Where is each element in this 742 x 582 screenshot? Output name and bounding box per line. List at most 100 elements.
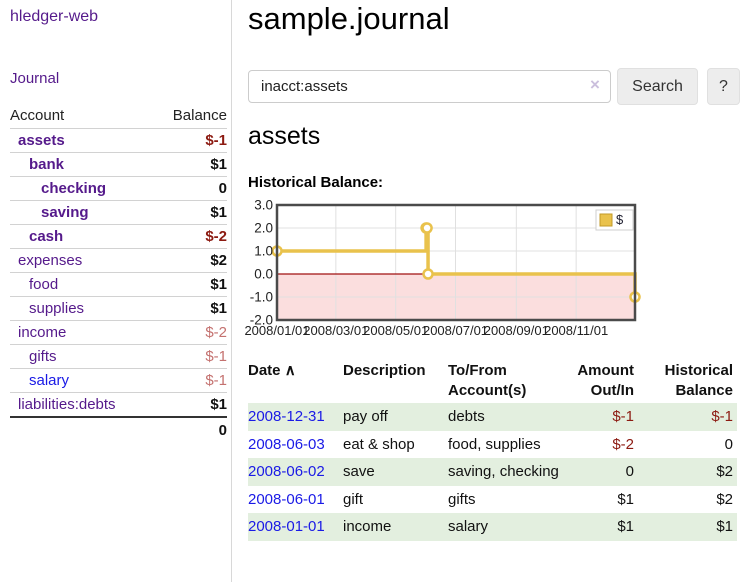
x-tick-label: 2008/01/01 (244, 323, 309, 338)
account-balance: $-2 (153, 320, 227, 345)
register-header-date[interactable]: Date ∧ (248, 362, 296, 379)
transaction-date-link[interactable]: 2008-12-31 (248, 408, 325, 425)
transaction-description: pay off (343, 408, 388, 425)
transaction-accounts: salary (448, 518, 489, 535)
transaction-balance: $2 (716, 490, 733, 508)
y-tick-label: 3.0 (254, 198, 273, 213)
account-balance: $-1 (153, 128, 227, 153)
account-row: checking 0 (10, 176, 227, 201)
x-tick-label: 2008/07/01 (423, 323, 488, 338)
account-balance: $-1 (153, 368, 227, 393)
transaction-row: 2008-06-03 eat & shop food, supplies $-2… (248, 431, 737, 459)
register-table: Date ∧ Description To/From Account(s) Am… (248, 358, 737, 541)
account-balance: $1 (153, 392, 227, 417)
accounts-header-balance: Balance (172, 107, 227, 124)
transaction-amount: $-1 (612, 408, 634, 425)
accounts-table-header: Account Balance (10, 105, 227, 129)
accounts-header-account: Account (10, 107, 65, 124)
y-tick-label: 1.0 (254, 244, 273, 259)
account-row: income $-2 (10, 320, 227, 345)
y-tick-label: -1.0 (250, 290, 273, 305)
account-link[interactable]: liabilities:debts (18, 396, 116, 413)
register-header-balance: Historical Balance (664, 362, 733, 399)
account-link[interactable]: income (18, 324, 67, 341)
transaction-description: save (343, 463, 375, 480)
transaction-description: eat & shop (343, 435, 415, 453)
sidebar: hledger-web Journal Account Balance asse… (0, 0, 232, 582)
y-tick-label: 2.0 (254, 221, 273, 236)
clear-search-icon[interactable]: × (590, 75, 600, 94)
account-balance: 0 (153, 176, 227, 201)
account-row: cash $-2 (10, 224, 227, 249)
account-row: expenses $2 (10, 248, 227, 273)
help-button[interactable]: ? (707, 68, 740, 105)
account-heading: assets (248, 122, 321, 150)
register-header-accounts: To/From Account(s) (448, 362, 527, 399)
account-link[interactable]: assets (18, 132, 65, 149)
account-balance: $1 (153, 296, 227, 321)
transaction-accounts: saving, checking (448, 463, 559, 480)
legend-label: $ (616, 212, 624, 227)
transaction-balance: 0 (724, 435, 733, 453)
transaction-amount: $1 (617, 490, 634, 508)
transaction-date-link[interactable]: 2008-06-03 (248, 435, 325, 453)
account-balance: $1 (153, 272, 227, 297)
transaction-date-link[interactable]: 2008-06-02 (248, 463, 325, 480)
x-tick-label: 2008/11/01 (544, 323, 608, 338)
account-row: food $1 (10, 272, 227, 297)
account-row: liabilities:debts $1 (10, 392, 227, 417)
transaction-balance: $-1 (711, 408, 733, 425)
account-balance: $2 (153, 248, 227, 273)
account-balance: $-2 (153, 224, 227, 249)
account-link[interactable]: cash (29, 228, 64, 245)
sidebar-item-journal[interactable]: Journal (10, 70, 60, 87)
transaction-date-link[interactable]: 2008-06-01 (248, 490, 325, 508)
transaction-description: income (343, 518, 392, 535)
account-row: gifts $-1 (10, 344, 227, 369)
data-point-marker (421, 222, 433, 234)
account-link[interactable]: salary (29, 372, 70, 389)
account-link[interactable]: gifts (29, 348, 57, 365)
accounts-table: Account Balance assets $-1 bank $1 check… (10, 105, 227, 443)
accounts-total-row: 0 (10, 416, 227, 443)
transaction-description: gift (343, 490, 364, 508)
transaction-row: 2008-06-02 save saving, checking 0 $2 (248, 458, 737, 486)
transaction-amount: $-2 (612, 435, 634, 453)
account-link[interactable]: bank (29, 156, 65, 173)
transaction-balance: $1 (716, 518, 733, 535)
account-row: saving $1 (10, 200, 227, 225)
account-link[interactable]: expenses (18, 252, 83, 269)
register-header-amount: Amount Out/In (577, 362, 634, 399)
chart-title: Historical Balance: (248, 174, 384, 191)
sort-ascending-icon: ∧ (284, 362, 296, 379)
app-brand-link[interactable]: hledger-web (10, 8, 99, 25)
search-input[interactable] (248, 70, 611, 103)
transaction-row: 2008-06-01 gift gifts $1 $2 (248, 486, 737, 514)
account-row: salary $-1 (10, 368, 227, 393)
transaction-amount: 0 (625, 463, 634, 480)
y-tick-label: -2.0 (250, 313, 273, 328)
x-tick-label: 2008/09/01 (484, 323, 549, 338)
transaction-row: 2008-01-01 income salary $1 $1 (248, 513, 737, 541)
plot-border (275, 203, 637, 322)
legend-swatch (599, 213, 613, 227)
account-row: bank $1 (10, 152, 227, 177)
historical-balance-chart: $3.0 2.0 1.0 0.0 -1.0 -2.0 2008/01/01 2008/03/0… (240, 198, 742, 346)
search-button[interactable]: Search (617, 68, 698, 105)
transaction-amount: $1 (617, 518, 634, 535)
account-balance: $1 (153, 200, 227, 225)
account-balance: $-1 (153, 344, 227, 369)
account-link[interactable]: food (29, 276, 59, 293)
page-title: sample.journal (248, 1, 450, 36)
account-link[interactable]: supplies (29, 300, 85, 317)
register-header-description: Description (343, 362, 426, 379)
account-link[interactable]: saving (41, 204, 89, 221)
account-link[interactable]: checking (41, 180, 107, 197)
transaction-row: 2008-12-31 pay off debts $-1 $-1 (248, 403, 737, 431)
data-point-marker (422, 268, 434, 280)
transaction-accounts: gifts (448, 490, 476, 508)
account-row: supplies $1 (10, 296, 227, 321)
transaction-date-link[interactable]: 2008-01-01 (248, 518, 325, 535)
transaction-accounts: debts (448, 408, 485, 425)
account-balance: $1 (153, 152, 227, 177)
